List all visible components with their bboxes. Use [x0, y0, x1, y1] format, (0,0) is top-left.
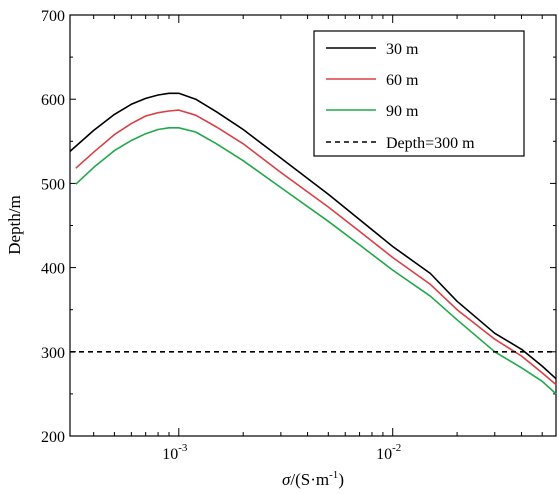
- x-tick-label-exponent: -2: [392, 442, 401, 454]
- x-axis-label-exponent: -1: [329, 469, 338, 481]
- y-tick-label: 200: [41, 429, 65, 446]
- series-lines: [69, 92, 557, 395]
- x-axis-label-unit: /(S·m: [290, 470, 329, 489]
- x-tick-label-exponent: -3: [178, 442, 188, 454]
- y-tick-label: 700: [41, 8, 65, 25]
- y-tick-label: 500: [41, 176, 65, 193]
- y-tick-label: 400: [41, 261, 65, 278]
- legend: 30 m 60 m 90 m Depth=300 m: [313, 30, 525, 157]
- x-tick-label: 10-2: [376, 442, 401, 463]
- x-tick-label-base: 10: [376, 446, 392, 463]
- series-line: [69, 92, 557, 380]
- series-line: [75, 127, 557, 395]
- y-tick-label: 600: [41, 92, 65, 109]
- legend-label: 60 m: [386, 72, 419, 89]
- series-line: [75, 109, 557, 386]
- x-axis-label: σ/(S·m-1): [282, 469, 344, 489]
- legend-box: [313, 30, 525, 157]
- y-axis-label: Depth/m: [5, 195, 24, 255]
- legend-label: Depth=300 m: [386, 135, 475, 152]
- x-tick-label-base: 10: [162, 446, 178, 463]
- y-tick-label: 300: [41, 345, 65, 362]
- legend-label: 30 m: [386, 41, 419, 58]
- legend-label: 90 m: [386, 103, 419, 120]
- x-axis-label-close: ): [338, 470, 344, 489]
- x-tick-label: 10-3: [162, 442, 188, 463]
- x-axis-label-sigma: σ: [282, 470, 291, 489]
